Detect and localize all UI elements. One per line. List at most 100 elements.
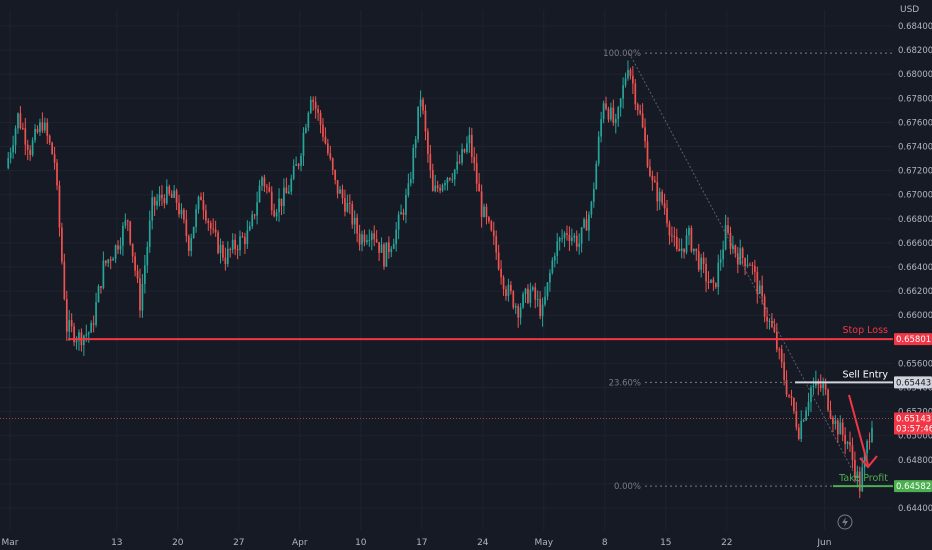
candle-body — [592, 189, 595, 202]
candle-body — [651, 175, 654, 181]
candle-body — [590, 201, 593, 215]
candle-body — [183, 209, 185, 220]
candle-body — [754, 265, 756, 272]
candle-body — [329, 153, 332, 159]
candle-body — [539, 299, 541, 317]
candle-body — [658, 191, 661, 202]
candle-body — [290, 178, 293, 192]
candle-body — [361, 234, 363, 245]
candle-body — [26, 144, 29, 150]
candle-body — [334, 170, 337, 181]
candle-body — [458, 161, 461, 163]
candle-body — [522, 294, 524, 308]
candle-body — [370, 233, 373, 240]
candle-body — [141, 283, 144, 311]
candle-body — [727, 225, 729, 233]
candle-body — [653, 180, 656, 183]
candle-body — [390, 248, 393, 253]
candle-body — [87, 332, 90, 335]
candle-body — [553, 255, 556, 261]
candle-body — [339, 189, 341, 194]
candle-body — [385, 242, 388, 267]
candle-body — [673, 236, 676, 238]
candle-body — [414, 139, 417, 149]
candle-body — [805, 410, 807, 421]
candle-body — [187, 236, 190, 251]
candle-body — [114, 245, 117, 259]
countdown-badge: 03:57:46 — [896, 424, 932, 434]
candle-body — [695, 248, 698, 252]
candle-body — [470, 134, 473, 158]
candle-body — [680, 248, 683, 252]
candle-body — [297, 164, 300, 166]
time-axis[interactable]: Mar 13 20 27 Apr 10 17 24 May 8 15 22 Jun — [2, 538, 832, 548]
candle-body — [312, 99, 315, 102]
candle-body — [73, 326, 75, 343]
candle-body — [636, 104, 639, 111]
candle-body — [466, 143, 468, 152]
candle-body — [507, 284, 510, 297]
y-tick-label: 0.66000 — [898, 311, 932, 321]
y-tick-label: 0.64400 — [898, 504, 932, 514]
candle-body — [632, 75, 634, 84]
candle-body — [495, 236, 498, 253]
candle-body — [258, 185, 261, 203]
candle-body — [358, 233, 361, 245]
candle-body — [671, 235, 673, 237]
candle-body — [858, 471, 861, 492]
candle-body — [463, 149, 466, 152]
candle-body — [729, 232, 732, 249]
candle-body — [719, 259, 722, 263]
candle-body — [212, 228, 215, 230]
candle-body — [244, 236, 246, 245]
candle-body — [690, 227, 693, 252]
candle-body — [688, 227, 690, 236]
candle-body — [375, 239, 378, 243]
candle-body — [775, 331, 778, 350]
lightning-icon[interactable] — [837, 514, 853, 530]
candle-body — [795, 411, 798, 428]
candle-body — [666, 208, 668, 224]
candle-body — [302, 132, 305, 156]
candle-body — [409, 179, 412, 184]
candle-body — [863, 453, 866, 468]
candle-body — [422, 99, 424, 111]
candle-body — [485, 206, 488, 218]
candle-body — [751, 264, 754, 266]
candle-body — [126, 220, 129, 222]
fib-trend-line — [628, 52, 862, 487]
current-price-badge: 0.65143 — [896, 414, 931, 424]
candle-body — [710, 279, 712, 283]
candle-body — [439, 188, 441, 191]
candle-body — [117, 245, 119, 250]
candle-body — [622, 85, 624, 99]
x-tick-label: Mar — [2, 538, 19, 548]
candle-body — [868, 441, 871, 443]
candle-body — [524, 288, 527, 295]
take-profit-label: Take Profit — [838, 473, 888, 484]
candle-body — [175, 190, 178, 203]
candle-body — [263, 177, 266, 187]
candle-body — [200, 196, 202, 201]
candle-body — [29, 149, 32, 155]
candle-body — [768, 320, 771, 322]
candle-body — [400, 212, 402, 215]
candle-body — [739, 248, 742, 265]
y-tick-label: 0.66800 — [898, 215, 932, 225]
candle-body — [331, 158, 334, 171]
candle-body — [373, 233, 376, 240]
candle-body — [749, 264, 751, 266]
candle-body — [83, 335, 85, 346]
candle-body — [356, 217, 358, 234]
candle-body — [336, 180, 339, 194]
currency-label: USD — [900, 5, 919, 15]
candle-body — [536, 299, 539, 301]
candle-body — [531, 287, 534, 290]
y-tick-label: 0.67600 — [898, 118, 932, 128]
candle-body — [663, 203, 666, 209]
candle-body — [307, 112, 310, 128]
x-tick-label: 22 — [721, 538, 732, 548]
candle-body — [253, 214, 256, 216]
candle-body — [773, 327, 776, 332]
